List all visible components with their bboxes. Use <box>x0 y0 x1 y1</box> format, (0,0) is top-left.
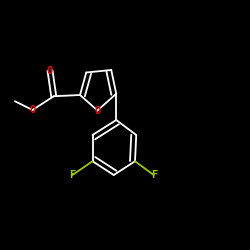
Text: F: F <box>70 170 75 180</box>
Text: O: O <box>94 106 100 116</box>
Text: O: O <box>30 105 36 115</box>
Text: F: F <box>150 170 157 180</box>
Text: O: O <box>47 66 53 76</box>
